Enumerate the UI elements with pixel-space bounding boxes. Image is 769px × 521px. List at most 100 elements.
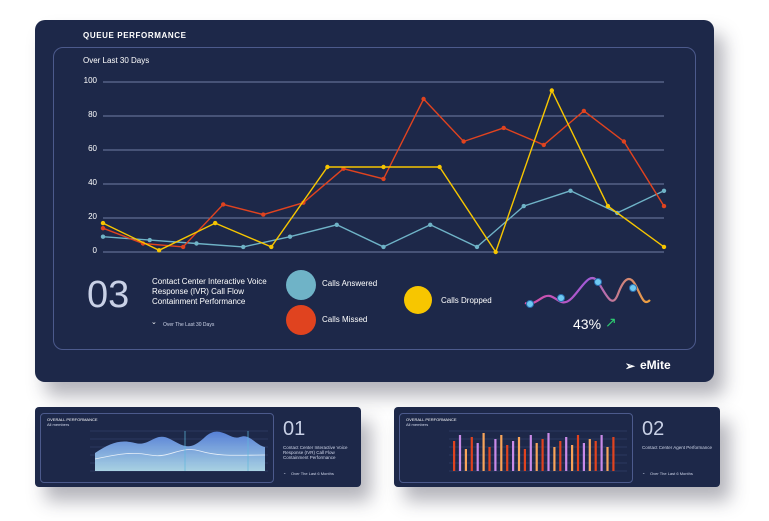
bar (535, 443, 538, 471)
bar (559, 441, 562, 471)
bar (565, 437, 568, 471)
data-point (334, 222, 339, 227)
data-point (381, 176, 386, 182)
card-label: Contact Center Agent Performance (642, 445, 713, 450)
sparkline (524, 276, 651, 308)
data-point (100, 220, 106, 226)
card-title: OVERALL PERFORMANCE (406, 417, 457, 422)
y-tick-label: 40 (88, 178, 97, 187)
kpi-filter[interactable]: Over The Last 30 Days (163, 322, 215, 328)
y-tick-label: 100 (83, 76, 97, 85)
data-point (269, 244, 274, 250)
bar (588, 439, 591, 471)
legend-label-calls-missed: Calls Missed (322, 315, 368, 324)
card-filter[interactable]: Over The Last 6 Months (650, 471, 693, 476)
data-point (147, 237, 152, 243)
legend-swatch-calls-answered (286, 270, 316, 300)
bar (494, 439, 497, 471)
card-title: OVERALL PERFORMANCE (47, 417, 98, 422)
data-point (568, 188, 573, 193)
bar (576, 435, 580, 471)
y-tick-label: 0 (92, 246, 97, 255)
data-point (541, 142, 546, 148)
bar (571, 445, 574, 471)
bar (476, 443, 479, 471)
kpi-label: Contact Center Interactive Voice Respons… (152, 277, 267, 306)
bar (453, 441, 456, 471)
data-point (428, 222, 433, 227)
bar (547, 433, 550, 471)
legend-label-calls-dropped: Calls Dropped (441, 296, 492, 305)
bar (612, 437, 615, 471)
data-point (461, 139, 466, 144)
data-point (661, 244, 667, 250)
card-subtitle: All members (406, 422, 429, 427)
data-point (493, 249, 498, 255)
data-point (549, 88, 554, 93)
bar (488, 447, 491, 471)
line-chart (100, 81, 667, 255)
data-point (194, 241, 199, 246)
card-filter[interactable]: Over The Last 6 Months (291, 471, 334, 476)
y-tick-label: 20 (88, 212, 97, 221)
data-point (605, 203, 611, 209)
data-point (437, 164, 442, 170)
data-point (325, 164, 330, 170)
bar-chart (449, 430, 627, 472)
data-point (661, 188, 667, 193)
area-chart (90, 430, 268, 472)
bar (582, 443, 585, 471)
bar (458, 435, 462, 471)
bar (553, 447, 556, 471)
data-point (381, 164, 386, 170)
data-point (474, 244, 480, 250)
chevron-down-icon[interactable]: ⌄ (642, 470, 646, 475)
card-subtitle: All members (47, 422, 70, 427)
data-point (241, 244, 246, 250)
data-point (421, 96, 426, 102)
data-point (180, 244, 186, 250)
bar (606, 447, 609, 471)
bar (517, 437, 521, 471)
series-line-calls-answered (102, 190, 665, 248)
chart-subtitle: Over Last 30 Days (83, 56, 150, 65)
data-point (521, 203, 526, 209)
bar (506, 445, 509, 471)
chevron-down-icon[interactable]: ⌄ (151, 319, 157, 326)
bar (482, 433, 485, 471)
card-number: 01 (283, 418, 306, 440)
overall-performance-card-2: OVERALL PERFORMANCE All members 02 Conta… (394, 407, 720, 487)
data-point (661, 203, 667, 209)
data-point (100, 226, 106, 231)
chart-frame (40, 413, 274, 483)
data-point (156, 248, 162, 253)
chevron-down-icon[interactable]: ⌄ (283, 470, 287, 475)
data-point (213, 220, 218, 226)
data-point (621, 139, 627, 144)
kpi-number: 03 (87, 274, 130, 316)
y-tick-label: 80 (88, 110, 97, 119)
data-point (581, 108, 587, 114)
data-point (100, 234, 106, 239)
legend-label-calls-answered: Calls Answered (322, 279, 378, 288)
legend-swatch-calls-missed (286, 305, 316, 335)
brand-name: eMite (640, 358, 671, 372)
percent-value: 43% (573, 316, 602, 332)
card-title: QUEUE PERFORMANCE (83, 31, 187, 40)
bar (541, 439, 544, 471)
bar (470, 437, 473, 471)
chart-frame (53, 47, 696, 350)
data-point (381, 244, 386, 250)
chart-frame (399, 413, 633, 483)
legend-swatch-calls-dropped (404, 286, 432, 314)
bar (529, 435, 532, 471)
card-number: 02 (642, 418, 665, 440)
data-point (261, 212, 266, 217)
bar (523, 449, 526, 471)
data-point (501, 125, 506, 131)
queue-performance-card: QUEUE PERFORMANCE Over Last 30 Days 0 20… (35, 20, 714, 382)
brand-logo-icon: ➢ (625, 359, 636, 373)
y-tick-label: 60 (88, 144, 97, 153)
bar (512, 441, 515, 471)
series-line-calls-missed (102, 97, 665, 248)
